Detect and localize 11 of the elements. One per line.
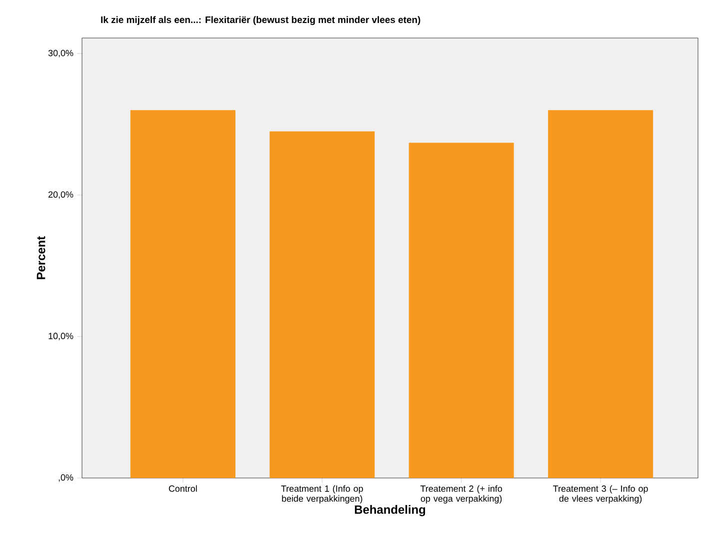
x-axis-title: Behandeling (354, 505, 426, 516)
x-tick-label: Treatment 1 (Info op beide verpakkingen) (281, 485, 363, 504)
y-tick-label: 20,0% (48, 191, 74, 199)
y-axis-title: Percent (36, 236, 46, 280)
x-tick-label: Treatement 2 (+ info op vega verpakking) (420, 485, 502, 504)
y-tick-label: ,0% (58, 474, 74, 482)
x-tick-label: Treatement 3 (– Info op de vlees verpakking) (553, 485, 648, 504)
y-tick-label: 10,0% (48, 332, 74, 340)
x-tick-label: Control (168, 485, 197, 492)
y-tick-label: 30,0% (48, 50, 74, 58)
chart-title: Ik zie mijzelf als een...: Flexitariër (bewust bezig met minder vlees eten) (101, 16, 420, 25)
